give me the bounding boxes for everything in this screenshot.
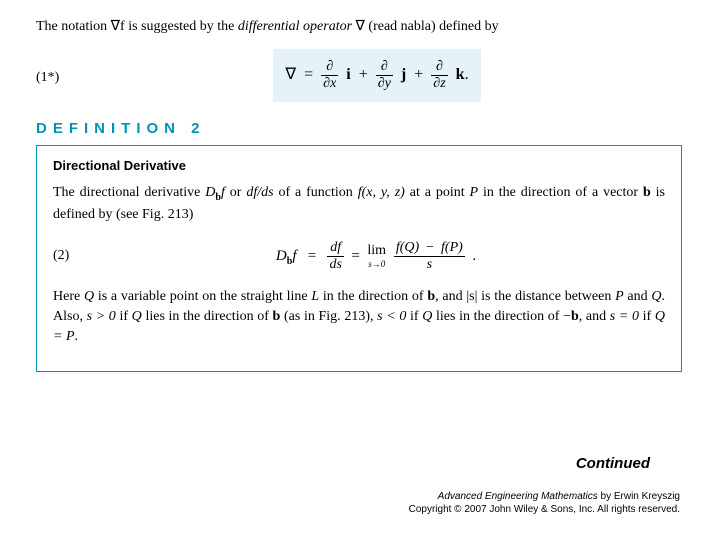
eq1-frac1-den: ∂x: [321, 76, 338, 92]
eq2-eq2: =: [351, 248, 359, 264]
p2-slt0: s < 0: [377, 309, 406, 324]
eq2-lim-sub: s→0: [367, 259, 386, 269]
footer: Advanced Engineering Mathematics by Erwi…: [409, 490, 680, 516]
p2-P1: P: [615, 289, 624, 304]
intro-nabla: ∇ (read nabla) defined by: [352, 19, 499, 34]
p1-a: The directional derivative: [53, 185, 205, 200]
p1-b: or: [225, 185, 246, 200]
eq2-frac1-num: df: [327, 240, 343, 257]
p2-Q3: Q: [132, 309, 142, 324]
eq2-frac2: f(Q) − f(P) s: [394, 240, 465, 273]
eq1-frac3: ∂ ∂z: [431, 59, 447, 92]
footer-line-1: Advanced Engineering Mathematics by Erwi…: [409, 490, 680, 503]
page: The notation ∇f is suggested by the diff…: [0, 0, 720, 540]
intro-prefix: The notation: [36, 19, 111, 34]
equation-2-label: (2): [53, 248, 87, 264]
p2-Q4: Q: [422, 309, 432, 324]
eq2-fP: f(P): [441, 240, 463, 255]
eq1-plus1: +: [359, 66, 368, 83]
p2-k: if: [406, 309, 422, 324]
p2-c: in the direction of: [319, 289, 427, 304]
eq2-lim: lim s→0: [367, 243, 386, 269]
eq2-frac2-num: f(Q) − f(P): [394, 240, 465, 257]
equation-2-body: Dbf = df ds = lim s→0 f(Q) − f(P): [87, 240, 665, 273]
eq1-frac3-num: ∂: [431, 59, 447, 76]
p2-h: if: [116, 309, 132, 324]
eq1-dot: .: [465, 66, 469, 83]
eq2-dot: .: [472, 248, 476, 264]
p2-b1: b: [427, 289, 435, 304]
intro-mid: is suggested by the: [125, 19, 238, 34]
equation-1-highlight: ∇ = ∂ ∂x i + ∂ ∂y j + ∂ ∂z k.: [273, 49, 480, 102]
eq2-frac1-den: ds: [327, 257, 343, 273]
intro-text: The notation ∇f is suggested by the diff…: [36, 18, 684, 35]
footer-by: by Erwin Kreyszig: [598, 491, 680, 502]
intro-diffop: differential operator: [238, 19, 352, 34]
p1-dfds: df/ds: [246, 185, 273, 200]
eq2-D: D: [276, 248, 287, 264]
p2-Q1: Q: [84, 289, 94, 304]
definition-para-2: Here Q is a variable point on the straig…: [53, 287, 665, 348]
eq1-frac1: ∂ ∂x: [321, 59, 338, 92]
eq1-frac1-num: ∂: [321, 59, 338, 76]
eq2-f: f: [292, 248, 296, 264]
eq1-frac2-den: ∂y: [376, 76, 393, 92]
eq2-minus: −: [426, 240, 434, 255]
p2-l: lies in the direction of: [432, 309, 563, 324]
p1-c: of a function: [274, 185, 358, 200]
p2-d: , and: [435, 289, 466, 304]
definition-header: DEFINITION 2: [36, 120, 684, 137]
p2-j: (as in Fig. 213),: [280, 309, 377, 324]
p1-vecb: b: [643, 185, 651, 200]
p2-a: Here: [53, 289, 84, 304]
eq1-plus2: +: [414, 66, 423, 83]
p1-P: P: [470, 185, 479, 200]
p2-f: and: [624, 289, 652, 304]
p2-negb: b: [571, 309, 579, 324]
p2-seq0: s = 0: [610, 309, 639, 324]
definition-box: Directional Derivative The directional d…: [36, 145, 682, 372]
p1-e: in the direction of a vector: [478, 185, 643, 200]
p2-Q2: Q: [651, 289, 661, 304]
p2-b: is a variable point on the straight line: [94, 289, 311, 304]
eq2-fQ: f(Q): [396, 240, 419, 255]
eq1-eq: =: [304, 66, 313, 83]
eq2-lim-top: lim: [367, 243, 386, 259]
eq1-j: j: [401, 66, 406, 83]
definition-para-1: The directional derivative Dbf or df/ds …: [53, 183, 665, 226]
eq2-frac1: df ds: [327, 240, 343, 273]
eq1-frac2: ∂ ∂y: [376, 59, 393, 92]
p2-sgt0: s > 0: [87, 309, 116, 324]
footer-copyright: Copyright © 2007 John Wiley & Sons, Inc.…: [409, 503, 680, 516]
p1-d: at a point: [405, 185, 470, 200]
eq1-frac3-den: ∂z: [431, 76, 447, 92]
p2-i: lies in the direction of: [142, 309, 273, 324]
footer-book: Advanced Engineering Mathematics: [438, 491, 598, 502]
eq1-lhs: ∇: [285, 66, 296, 83]
eq1-i: i: [346, 66, 350, 83]
eq1-k: k: [456, 66, 465, 83]
p2-n: if: [639, 309, 655, 324]
equation-1-row: (1*) ∇ = ∂ ∂x i + ∂ ∂y j + ∂: [36, 43, 684, 112]
equation-2-row: (2) Dbf = df ds = lim s→0 f(Q) −: [53, 240, 665, 273]
p2-L: L: [311, 289, 319, 304]
eq2-frac2-den: s: [394, 257, 465, 273]
p2-m: , and: [579, 309, 610, 324]
p1-Db-D: D: [205, 185, 215, 200]
p2-e: is the distance between: [477, 289, 615, 304]
eq1-frac2-num: ∂: [376, 59, 393, 76]
p2-abss: |s|: [466, 289, 477, 304]
intro-grad-f: ∇f: [111, 19, 125, 34]
continued-label: Continued: [576, 455, 650, 472]
equation-1-label: (1*): [36, 70, 70, 86]
definition-title: Directional Derivative: [53, 158, 665, 173]
eq2-eq1: =: [308, 248, 316, 264]
p1-fn: f(x, y, z): [358, 185, 405, 200]
p2-o: .: [75, 329, 79, 344]
equation-1-body: ∇ = ∂ ∂x i + ∂ ∂y j + ∂ ∂z k.: [70, 43, 684, 112]
p2-negb-minus: −: [563, 309, 571, 324]
